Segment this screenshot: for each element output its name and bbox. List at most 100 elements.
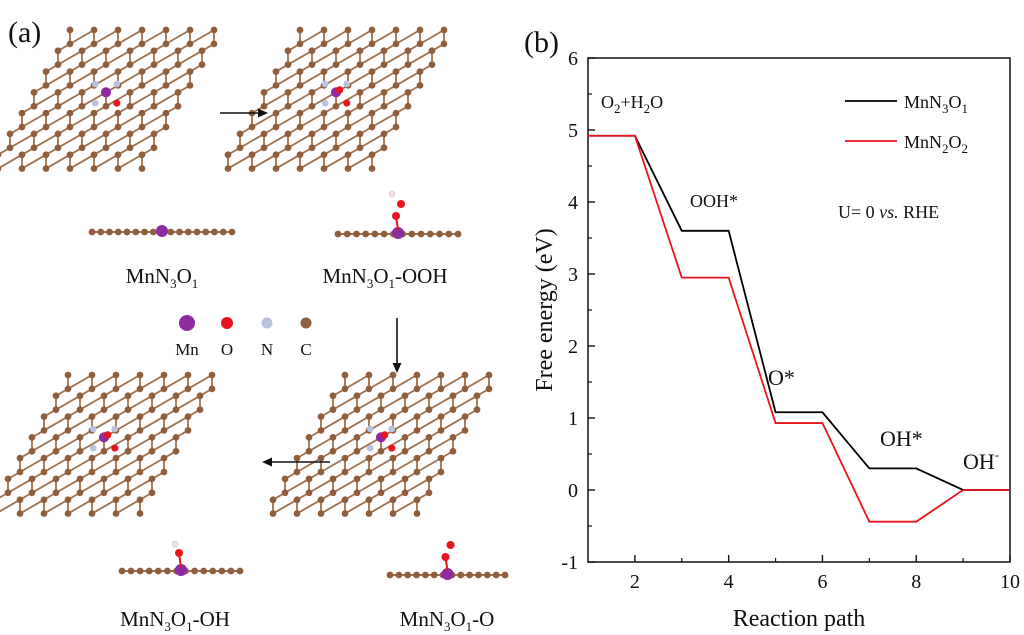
carbon-atom — [100, 475, 108, 483]
carbon-atom — [124, 392, 132, 400]
manganese-atom — [441, 568, 454, 580]
carbon-atom — [160, 413, 168, 420]
carbon-atom — [172, 392, 180, 400]
panel-a-label: (a) — [8, 16, 41, 49]
carbon-atom — [248, 165, 256, 172]
nitrogen-atom — [366, 425, 374, 433]
annotation-ooh: OOH* — [690, 191, 738, 211]
carbon-atom — [461, 385, 469, 393]
carbon-atom — [320, 40, 328, 48]
carbon-atom — [485, 371, 493, 379]
panel-b-label: (b) — [524, 26, 559, 59]
carbon-atom — [127, 567, 135, 575]
carbon-atom — [428, 47, 436, 55]
carbon-atom — [114, 109, 122, 117]
carbon-atom — [64, 468, 72, 476]
carbon-atom — [317, 496, 325, 504]
carbon-atom — [114, 228, 122, 236]
graphene-sheet-3 — [269, 371, 493, 517]
structure-label-4: MnN3O1-OH — [120, 607, 230, 634]
carbon-atom — [365, 371, 373, 379]
carbon-atom — [341, 468, 349, 476]
carbon-atom — [445, 230, 453, 238]
carbon-atom — [54, 61, 62, 69]
carbon-atom — [209, 567, 217, 575]
carbon-atom — [475, 571, 482, 579]
carbon-atom — [296, 40, 304, 48]
carbon-atom — [102, 61, 110, 69]
carbon-atom — [114, 68, 122, 75]
carbon-atom — [145, 567, 153, 575]
carbon-atom — [404, 61, 412, 69]
carbon-atom — [368, 109, 376, 117]
carbon-atom — [236, 567, 244, 575]
carbon-atom — [150, 61, 158, 69]
carbon-atom — [320, 109, 328, 117]
carbon-atom — [404, 571, 412, 579]
carbon-atom — [416, 82, 424, 89]
side-view-3 — [386, 541, 509, 580]
carbon-atom — [413, 571, 420, 579]
carbon-atom — [466, 571, 474, 579]
annotation-start: O2+H2O — [601, 92, 663, 116]
carbon-atom — [413, 385, 421, 393]
manganese-atom — [156, 225, 168, 237]
carbon-atom — [296, 82, 304, 89]
carbon-atom — [425, 475, 433, 483]
carbon-atom — [148, 447, 156, 455]
carbon-atom — [436, 230, 443, 238]
carbon-atom — [160, 468, 168, 476]
carbon-atom — [198, 47, 206, 55]
carbon-atom — [114, 165, 122, 172]
carbon-atom — [172, 433, 180, 441]
carbon-atom — [317, 427, 325, 434]
carbon-atom — [4, 475, 12, 483]
carbon-atom — [196, 392, 204, 400]
adsorbate-oxygen — [441, 553, 450, 561]
carbon-atom — [136, 427, 144, 434]
carbon-atom — [440, 40, 448, 48]
carbon-atom — [18, 165, 26, 172]
carbon-atom — [353, 447, 361, 455]
y-tick-label: 6 — [568, 48, 578, 70]
nitrogen-atom — [321, 99, 329, 107]
carbon-atom — [272, 151, 280, 159]
carbon-atom — [413, 510, 421, 517]
carbon-atom — [184, 427, 192, 434]
carbon-atom — [112, 468, 120, 476]
carbon-atom — [356, 88, 364, 96]
carbon-atom — [138, 109, 146, 117]
carbon-atom — [320, 165, 328, 172]
carbon-atom — [30, 88, 38, 96]
carbon-atom — [371, 230, 379, 238]
y-tick-label: 3 — [568, 264, 578, 286]
carbon-atom — [329, 475, 337, 483]
carbon-atom — [211, 228, 218, 236]
carbon-atom — [138, 40, 146, 48]
carbon-atom — [236, 130, 244, 138]
carbon-atom — [54, 144, 62, 152]
carbon-atom — [344, 40, 352, 48]
carbon-atom — [54, 102, 62, 110]
carbon-atom — [126, 130, 134, 138]
carbon-atom — [148, 406, 156, 414]
carbon-atom — [186, 40, 194, 48]
carbon-atom — [308, 61, 316, 69]
carbon-atom — [368, 151, 376, 159]
carbon-atom — [380, 230, 388, 238]
carbon-atom — [66, 26, 74, 34]
carbon-atom — [136, 567, 144, 575]
x-tick-label: 10 — [1000, 571, 1020, 593]
carbon-atom — [76, 447, 84, 455]
carbon-atom — [124, 447, 132, 455]
carbon-atom — [78, 61, 86, 69]
carbon-atom — [377, 475, 385, 483]
carbon-atom — [66, 151, 74, 159]
carbon-atom — [208, 385, 216, 393]
carbon-atom — [401, 475, 409, 483]
carbon-atom — [332, 130, 340, 138]
carbon-atom — [52, 433, 60, 441]
series-line-mnn3o1 — [588, 134, 1010, 491]
carbon-atom — [42, 82, 50, 89]
carbon-atom — [16, 454, 24, 462]
